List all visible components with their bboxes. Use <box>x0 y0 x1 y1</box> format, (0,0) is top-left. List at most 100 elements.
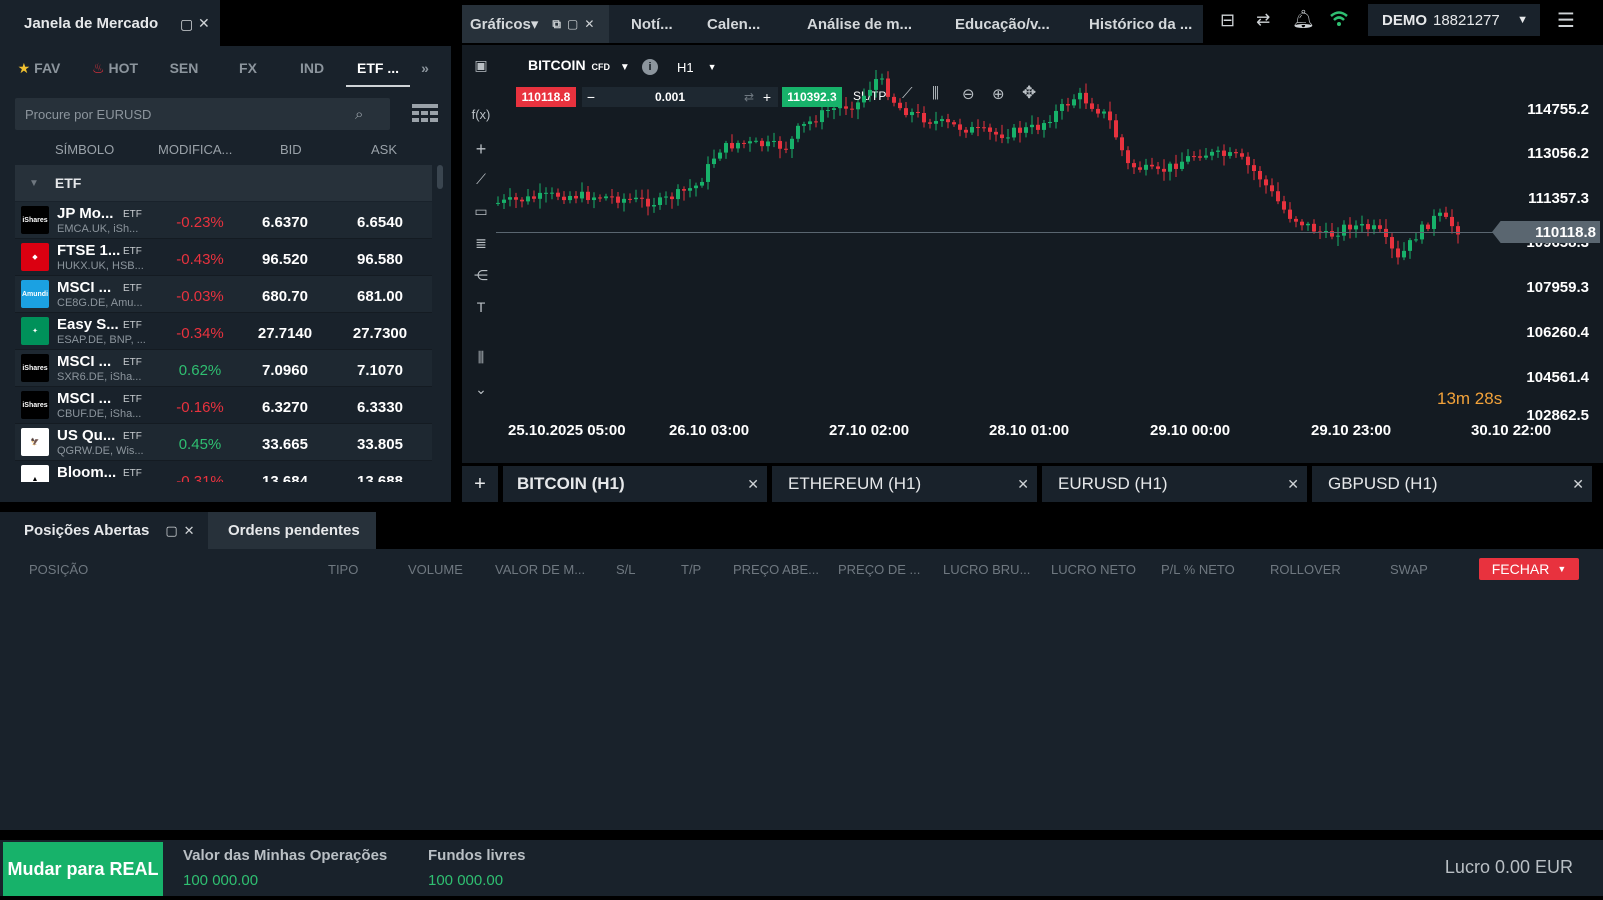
scrollbar-thumb[interactable] <box>437 165 443 189</box>
close-icon[interactable]: ✕ <box>584 17 595 31</box>
function-icon[interactable]: f(x) <box>471 107 491 122</box>
col-market-value[interactable]: VALOR DE M... <box>495 562 586 577</box>
col-rollover[interactable]: ROLLOVER <box>1270 562 1341 577</box>
line-tool-icon[interactable]: ⟋ <box>476 171 486 187</box>
tab-etf[interactable]: ETF ... <box>346 46 410 90</box>
info-icon[interactable]: i <box>642 59 658 75</box>
grid-view-icon[interactable] <box>412 104 438 122</box>
symbol-bid[interactable]: 27.7140 <box>257 325 313 342</box>
close-icon[interactable]: ✕ <box>198 15 210 31</box>
tab-education[interactable]: Educação/v... <box>933 5 1067 43</box>
col-sl[interactable]: S/L <box>616 562 636 577</box>
close-icon[interactable]: ✕ <box>747 476 759 492</box>
col-swap[interactable]: SWAP <box>1390 562 1428 577</box>
col-type[interactable]: TIPO <box>328 562 359 577</box>
col-open-price[interactable]: PREÇO ABE... <box>733 562 819 577</box>
chart-tab-gbpusd[interactable]: GBPUSD (H1) ✕ <box>1312 466 1592 502</box>
symbol-bid[interactable]: 6.6370 <box>262 214 308 231</box>
currency-exchange-icon[interactable]: ⇄ <box>1256 10 1271 29</box>
decrement-button[interactable]: − <box>586 89 596 105</box>
tab-hot[interactable]: ♨ HOT <box>78 46 152 90</box>
col-tp[interactable]: T/P <box>681 562 702 577</box>
tab-fav[interactable]: ★ FAV <box>0 46 78 90</box>
symbol-ask[interactable]: 13.688 <box>357 473 403 482</box>
chart-tab-eurusd[interactable]: EURUSD (H1) ✕ <box>1042 466 1307 502</box>
square-select-icon[interactable]: ▣ <box>474 57 488 73</box>
close-icon[interactable]: ✕ <box>1572 476 1584 492</box>
col-volume[interactable]: VOLUME <box>408 562 463 577</box>
list-item[interactable]: iShares MSCI ... ETF SXR6.DE, iSha... 0.62% 7… <box>15 350 432 387</box>
add-chart-button[interactable]: + <box>462 466 498 502</box>
col-position[interactable]: POSIÇÃO <box>29 562 89 577</box>
close-icon[interactable]: ✕ <box>1017 476 1029 492</box>
col-change[interactable]: MODIFICA... <box>158 141 233 157</box>
list-item[interactable]: iShares JP Mo... ETF EMCA.UK, iSh... -0.23% 6… <box>15 202 432 239</box>
symbol-ask[interactable]: 96.580 <box>357 251 403 268</box>
chart-area[interactable]: ▣ f(x) + ⟋ ▭ ≣ ⋲ T ⫼ ⌄ BITCOIN CFD ▼ i H… <box>462 45 1603 463</box>
zoom-out-icon[interactable]: ⊖ <box>962 86 975 103</box>
symbol-ask[interactable]: 7.1070 <box>357 362 403 379</box>
rectangle-icon[interactable]: ▭ <box>474 203 488 219</box>
popout-icon[interactable]: ⧉ <box>552 16 561 31</box>
group-row-etf[interactable]: ▼ ETF <box>15 165 432 201</box>
swap-icon[interactable]: ⇄ <box>743 90 755 104</box>
search-input[interactable] <box>25 106 355 122</box>
col-ask[interactable]: ASK <box>371 141 398 157</box>
increment-button[interactable]: + <box>762 89 772 105</box>
maximize-icon[interactable]: ▢ <box>180 16 194 32</box>
candlestick-chart[interactable] <box>496 65 1496 415</box>
account-selector[interactable]: DEMO 18821277 ▼ <box>1368 4 1540 36</box>
line-chart-icon[interactable]: ⟋ <box>902 85 913 102</box>
symbol-bid[interactable]: 33.665 <box>262 436 308 453</box>
indicators-icon[interactable]: ⫼ <box>477 349 485 365</box>
list-item[interactable]: 🦅 US Qu... ETF QGRW.DE, Wis... 0.45% 33.665 33… <box>15 424 432 461</box>
timeframe-selector[interactable]: H1 ▼ <box>669 57 725 77</box>
layout-icon[interactable]: ⊟ <box>1220 10 1236 30</box>
tab-market-analysis[interactable]: Análise de m... <box>785 5 933 43</box>
tab-ind[interactable]: IND <box>280 46 344 90</box>
tab-sen[interactable]: SEN <box>152 46 216 90</box>
col-net-profit[interactable]: LUCRO NETO <box>1051 562 1136 577</box>
symbol-ask[interactable]: 33.805 <box>357 436 403 453</box>
close-icon[interactable]: ✕ <box>1287 476 1299 492</box>
tab-history[interactable]: Histórico da ... <box>1067 5 1203 43</box>
tab-news[interactable]: Notí... <box>609 5 685 43</box>
col-gross-profit[interactable]: LUCRO BRU... <box>943 562 1031 577</box>
symbol-bid[interactable]: 7.0960 <box>262 362 308 379</box>
tab-open-positions[interactable]: Posições Abertas ▢ ✕ <box>0 512 208 549</box>
symbol-ask[interactable]: 681.00 <box>357 288 403 305</box>
symbol-ask[interactable]: 6.3330 <box>357 399 403 416</box>
switch-to-real-button[interactable]: Mudar para REAL <box>3 842 163 896</box>
maximize-icon[interactable]: ▢ <box>566 17 579 31</box>
tab-calendar[interactable]: Calen... <box>685 5 785 43</box>
close-all-button[interactable]: FECHAR ▼ <box>1479 558 1579 580</box>
tab-pending-orders[interactable]: Ordens pendentes <box>208 512 376 549</box>
list-item[interactable]: ◆ FTSE 1... ETF HUKX.UK, HSB... -0.43% 96.520… <box>15 239 432 276</box>
tab-fx[interactable]: FX <box>216 46 280 90</box>
symbol-ask[interactable]: 6.6540 <box>357 214 403 231</box>
zoom-in-icon[interactable]: ⊕ <box>992 86 1005 103</box>
symbol-bid[interactable]: 6.3270 <box>262 399 308 416</box>
chart-tab-bitcoin[interactable]: BITCOIN (H1) ✕ <box>503 466 767 502</box>
symbol-bid[interactable]: 13.684 <box>262 473 308 482</box>
fibonacci-icon[interactable]: ≣ <box>475 235 487 251</box>
pitchfork-icon[interactable]: ⋲ <box>474 267 488 283</box>
list-item[interactable]: iShares MSCI ... ETF CBUF.DE, iSha... -0.16%… <box>15 387 432 424</box>
volume-input[interactable]: 0.001 <box>654 90 686 104</box>
buy-button[interactable]: 110392.3 <box>782 87 842 107</box>
chart-tab-ethereum[interactable]: ETHEREUM (H1) ✕ <box>772 466 1037 502</box>
crosshair-plus-icon[interactable]: + <box>475 139 487 159</box>
symbol-header[interactable]: BITCOIN CFD ▼ <box>528 57 630 73</box>
candlestick-icon[interactable]: ⫼ <box>932 85 939 102</box>
col-market-price[interactable]: PREÇO DE ... <box>838 562 921 577</box>
close-icon[interactable]: ✕ <box>183 522 195 538</box>
text-icon[interactable]: T <box>476 299 486 315</box>
symbol-bid[interactable]: 680.70 <box>262 288 308 305</box>
list-item[interactable]: Amundi MSCI ... ETF CE8G.DE, Amu... -0.03% 68… <box>15 276 432 313</box>
bell-icon[interactable]: 🔔︎ <box>1292 9 1315 29</box>
symbol-bid[interactable]: 96.520 <box>262 251 308 268</box>
sell-button[interactable]: 110118.8 <box>516 87 576 107</box>
symbol-ask[interactable]: 27.7300 <box>352 325 408 342</box>
col-pl-net[interactable]: P/L % NETO <box>1161 562 1235 577</box>
chevron-right-double-icon[interactable]: » <box>421 60 429 76</box>
